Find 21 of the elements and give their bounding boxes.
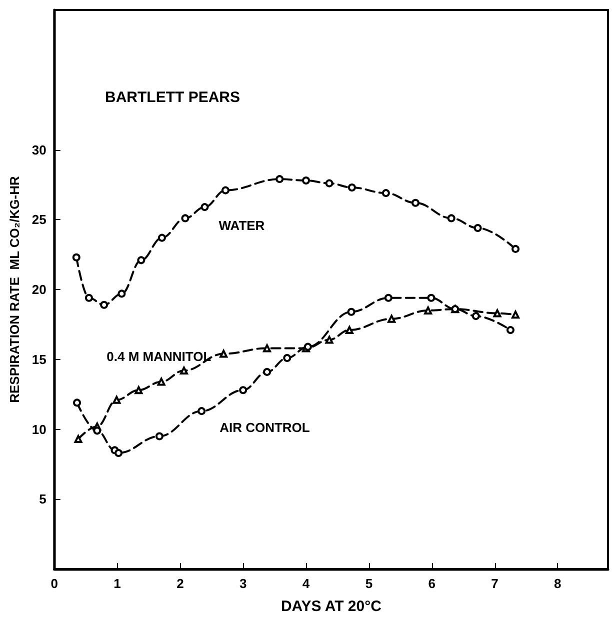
y-tick-label: 5 <box>39 492 46 507</box>
x-tick-label: 5 <box>365 576 373 591</box>
x-tick-label: 2 <box>176 576 184 591</box>
x-axis-title: DAYS AT 20°C <box>280 598 382 615</box>
y-tick-label: 15 <box>32 352 46 367</box>
y-tick-label: 30 <box>32 142 46 158</box>
series-label: AIR CONTROL <box>220 420 310 436</box>
y-tick-label: 10 <box>32 422 46 437</box>
y-tick-label: 25 <box>32 212 46 228</box>
x-tick-label: 4 <box>302 576 310 591</box>
y-axis-title: RESPIRATION RATE ML CO₂/KG-HR <box>7 176 22 403</box>
x-tick-label: 8 <box>554 576 562 591</box>
x-tick-label: 3 <box>239 576 247 591</box>
x-tick-label: 6 <box>428 576 436 591</box>
series-label: 0.4 M MANNITOL <box>106 349 212 364</box>
x-tick-label: 7 <box>491 576 498 591</box>
series-label: WATER <box>218 218 266 234</box>
text: BARTLETT PEARS <box>105 89 240 106</box>
x-tick-label: 1 <box>114 576 121 591</box>
y-tick-label: 20 <box>32 282 46 297</box>
x-tick-label: 0 <box>50 576 58 591</box>
